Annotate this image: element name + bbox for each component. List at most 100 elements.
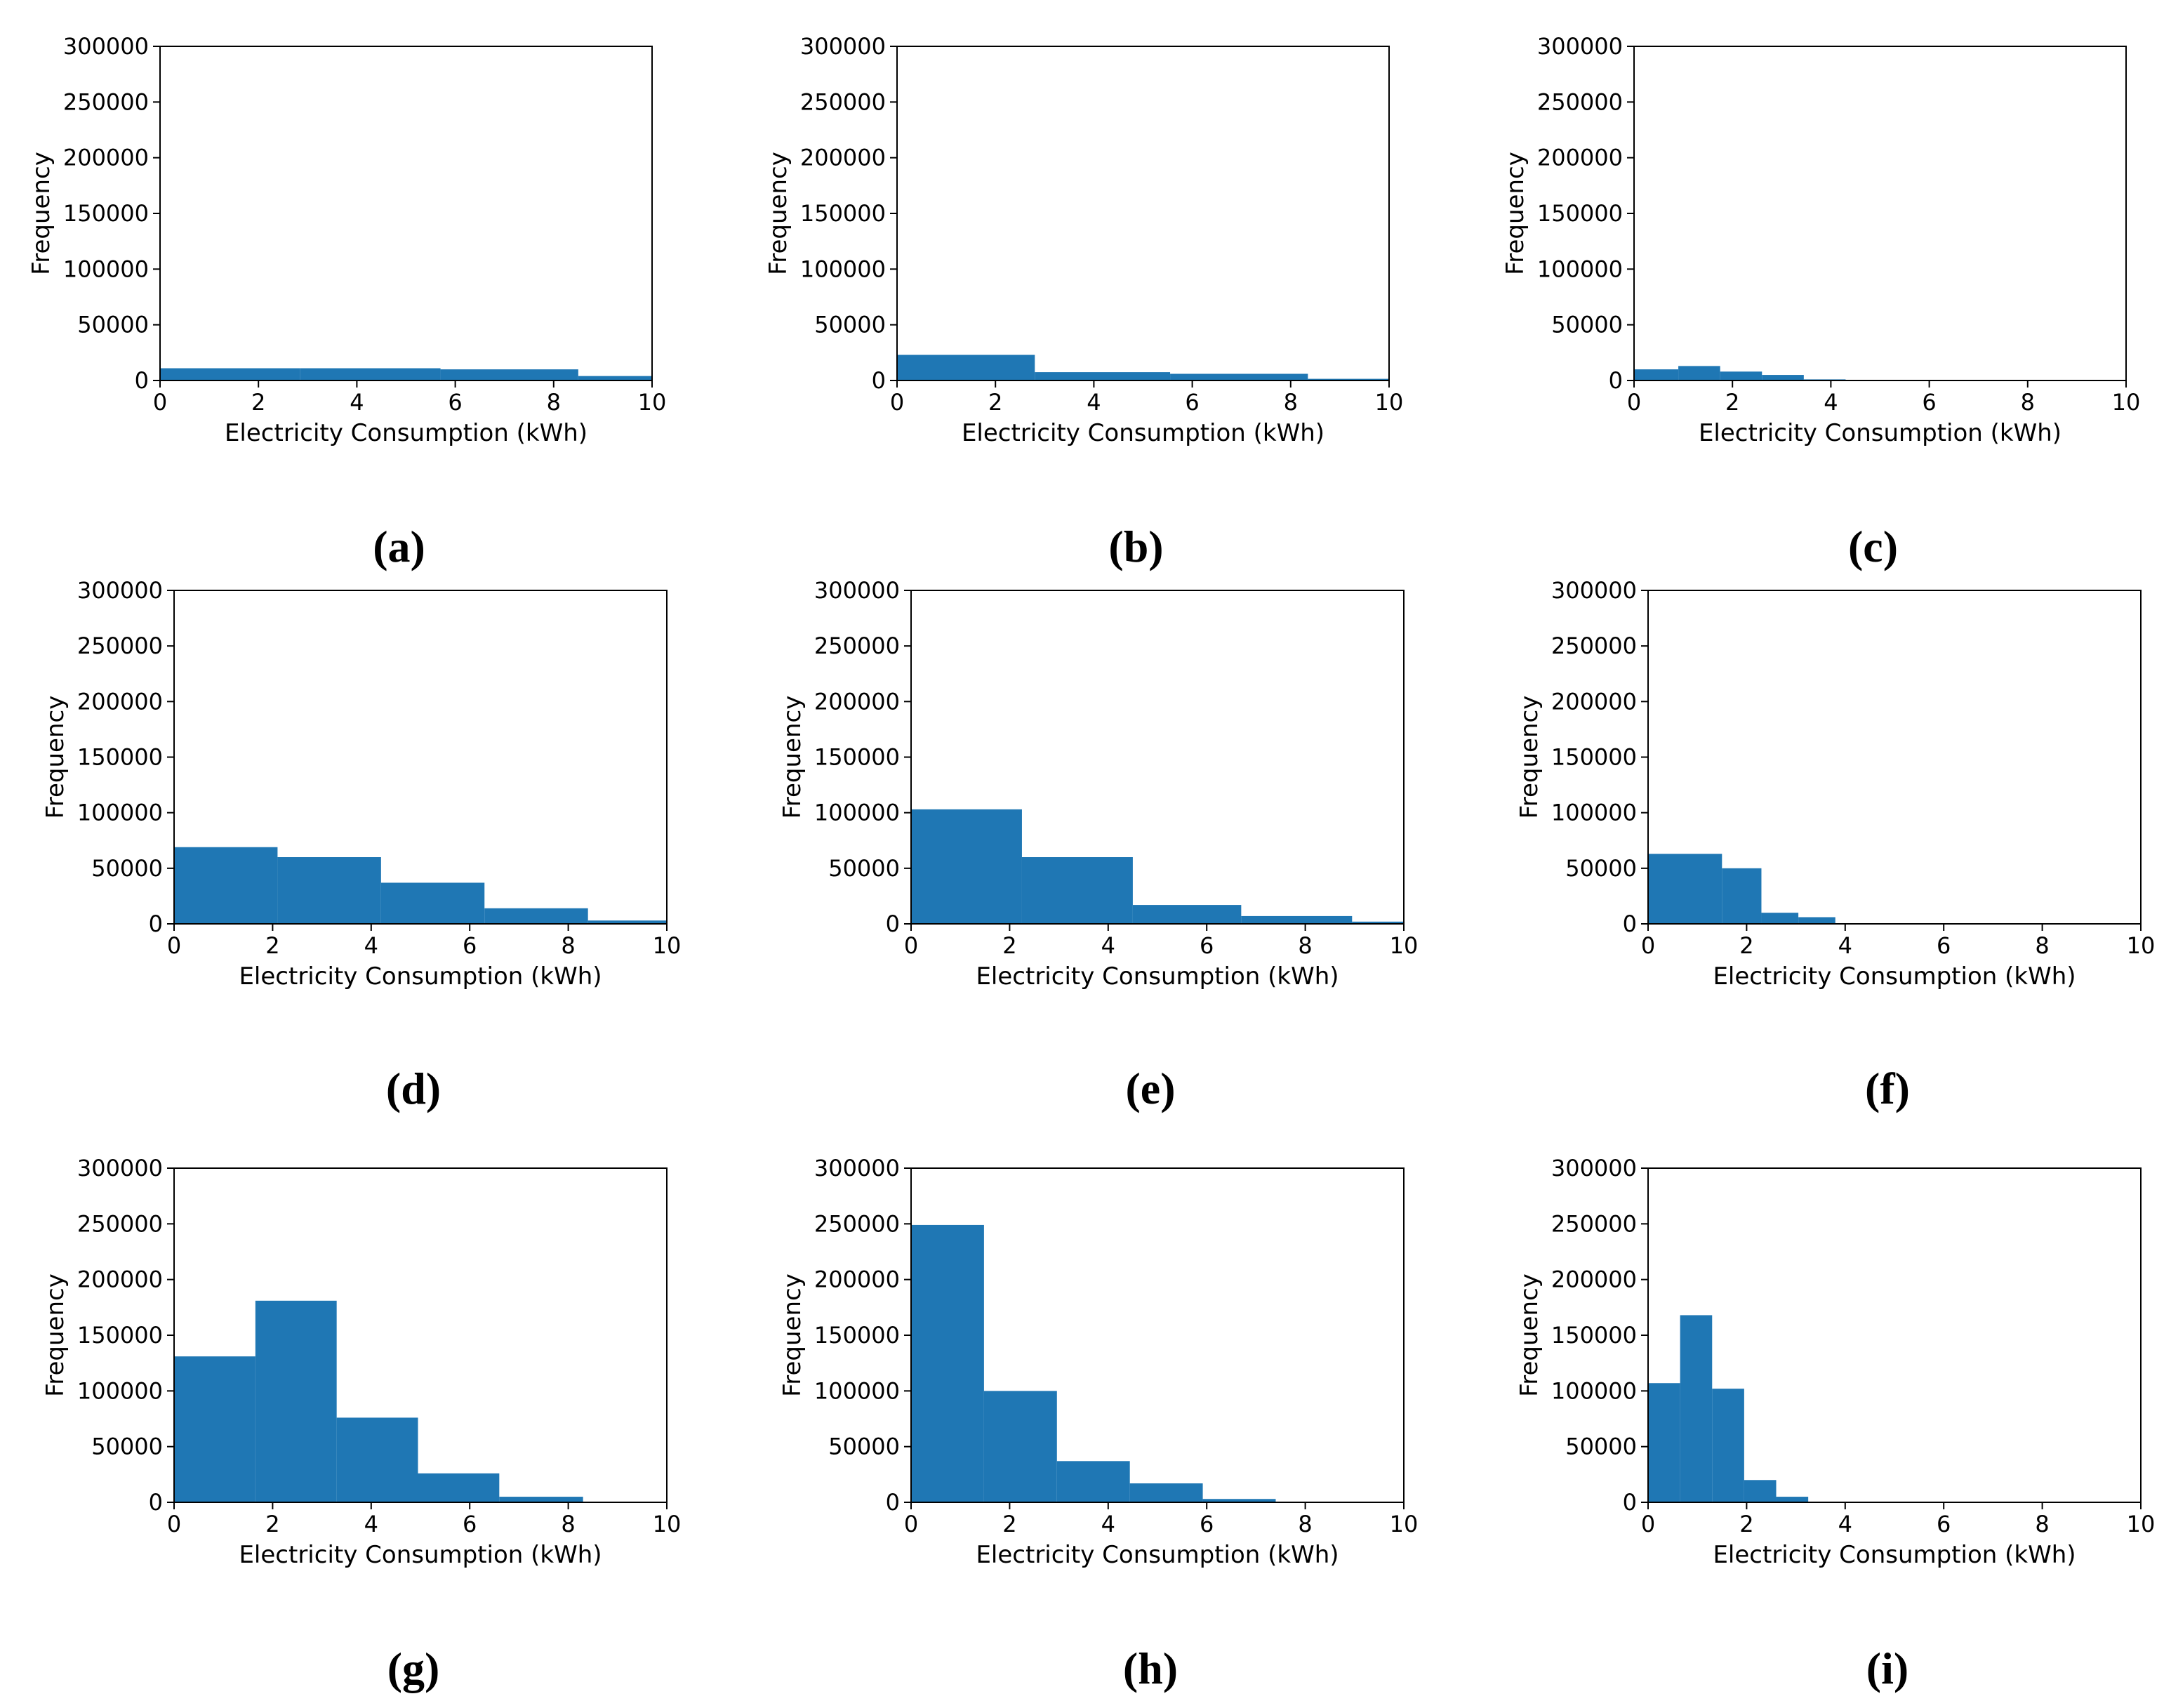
y-tick-label: 150000 [1551, 1322, 1637, 1349]
x-tick-label: 10 [1375, 389, 1404, 416]
histogram-bar [1241, 915, 1353, 924]
histogram-bar [1132, 905, 1242, 924]
x-tick-label: 6 [1200, 1511, 1214, 1537]
y-tick-label: 100000 [1551, 800, 1637, 826]
y-tick-label: 50000 [91, 1434, 163, 1460]
y-tick-label: 150000 [1537, 200, 1623, 227]
y-tick-label: 100000 [77, 1377, 163, 1404]
x-tick-label: 8 [2035, 1511, 2049, 1537]
y-tick-label: 0 [1623, 1489, 1637, 1516]
histogram-bar [255, 1300, 337, 1502]
x-tick-label: 8 [1284, 389, 1298, 416]
x-axis-label: Electricity Consumption (kWh) [976, 1541, 1339, 1569]
histogram-bar [1762, 375, 1804, 380]
y-tick-label: 200000 [77, 688, 163, 715]
histogram-bar [1170, 373, 1308, 380]
y-tick-label: 150000 [814, 744, 900, 771]
x-tick-label: 2 [1002, 932, 1016, 959]
y-tick-label: 100000 [800, 256, 886, 282]
x-tick-label: 8 [2035, 932, 2049, 959]
y-axis-label: Frequency [1515, 696, 1543, 819]
y-tick-label: 300000 [77, 577, 163, 604]
y-tick-label: 100000 [77, 800, 163, 826]
x-tick-label: 4 [364, 1511, 378, 1537]
y-tick-label: 300000 [814, 1155, 900, 1181]
x-tick-label: 0 [153, 389, 167, 416]
x-tick-label: 4 [1838, 932, 1852, 959]
y-axis-label: Frequency [764, 152, 792, 275]
y-tick-label: 100000 [814, 1377, 900, 1404]
histogram-bar [897, 355, 1035, 380]
x-tick-label: 0 [167, 932, 181, 959]
x-axis-label: Electricity Consumption (kWh) [976, 962, 1339, 991]
histogram-bar [1680, 1315, 1713, 1502]
panel-h: 0 2 4 6 8 10 0 50000 100000 150000 200000 250000 300… [778, 1155, 1418, 1693]
y-axis-label: Frequency [27, 152, 55, 275]
x-tick-label: 6 [1937, 932, 1951, 959]
y-tick-label: 300000 [77, 1155, 163, 1181]
histogram-bar [499, 1497, 583, 1502]
y-tick-label: 250000 [814, 633, 900, 659]
histogram-bar [1634, 369, 1679, 380]
panel-c: 0 2 4 6 8 10 0 50000 100000 150000 200000 250000 300… [1501, 33, 2140, 571]
y-tick-label: 200000 [1551, 1266, 1637, 1293]
y-tick-label: 200000 [63, 145, 149, 171]
y-tick-label: 50000 [1565, 1434, 1637, 1460]
y-tick-label: 300000 [800, 33, 886, 60]
x-axis-label: Electricity Consumption (kWh) [225, 419, 587, 447]
histogram-bar [1021, 857, 1133, 924]
x-tick-label: 10 [2127, 1511, 2156, 1537]
panel-e: 0 2 4 6 8 10 0 50000 100000 150000 200000 250000 300… [778, 577, 1418, 1113]
y-tick-label: 50000 [1551, 312, 1623, 338]
panel-caption: (h) [1123, 1643, 1178, 1693]
histogram-bar [1648, 854, 1722, 924]
y-tick-label: 100000 [814, 800, 900, 826]
y-tick-label: 150000 [814, 1322, 900, 1349]
x-tick-label: 6 [448, 389, 462, 416]
x-tick-label: 4 [1087, 389, 1101, 416]
x-tick-label: 6 [1937, 1511, 1951, 1537]
x-tick-label: 6 [463, 1511, 477, 1537]
histogram-bar [1744, 1480, 1777, 1502]
x-tick-label: 2 [988, 389, 1002, 416]
histogram-bar [418, 1473, 500, 1502]
x-tick-label: 2 [1002, 1511, 1016, 1537]
x-tick-label: 4 [1838, 1511, 1852, 1537]
y-tick-label: 100000 [1537, 256, 1623, 282]
x-tick-label: 8 [1298, 932, 1312, 959]
y-tick-label: 100000 [63, 256, 149, 282]
histogram-bar [380, 882, 485, 924]
x-tick-label: 8 [1298, 1511, 1312, 1537]
panel-caption: (a) [373, 522, 425, 571]
y-tick-label: 0 [1623, 911, 1637, 937]
x-axis-label: Electricity Consumption (kWh) [1699, 419, 2062, 447]
y-axis-label: Frequency [41, 1273, 69, 1397]
y-tick-label: 150000 [63, 200, 149, 227]
histogram-bar [1648, 1383, 1680, 1502]
x-tick-label: 0 [1627, 389, 1641, 416]
x-tick-label: 10 [1390, 1511, 1419, 1537]
x-tick-label: 4 [1824, 389, 1838, 416]
y-tick-label: 150000 [77, 1322, 163, 1349]
y-tick-label: 0 [1609, 367, 1623, 394]
y-tick-label: 150000 [800, 200, 886, 227]
x-tick-label: 10 [638, 389, 667, 416]
y-tick-label: 50000 [828, 855, 900, 882]
panel-caption: (c) [1848, 522, 1898, 571]
x-axis-label: Electricity Consumption (kWh) [962, 419, 1324, 447]
x-tick-label: 10 [653, 1511, 682, 1537]
y-tick-label: 300000 [1551, 1155, 1637, 1181]
y-tick-label: 250000 [1537, 88, 1623, 115]
histogram-bar [578, 376, 652, 380]
x-axis-label: Electricity Consumption (kWh) [239, 962, 602, 991]
y-tick-label: 50000 [814, 312, 886, 338]
histogram-bar [1035, 372, 1171, 380]
histogram-bar [1798, 917, 1835, 924]
y-tick-label: 0 [886, 911, 900, 937]
x-tick-label: 0 [1641, 1511, 1655, 1537]
y-tick-label: 250000 [77, 633, 163, 659]
x-tick-label: 6 [1922, 389, 1936, 416]
x-tick-label: 10 [2127, 932, 2156, 959]
histogram-bar [1761, 913, 1799, 924]
